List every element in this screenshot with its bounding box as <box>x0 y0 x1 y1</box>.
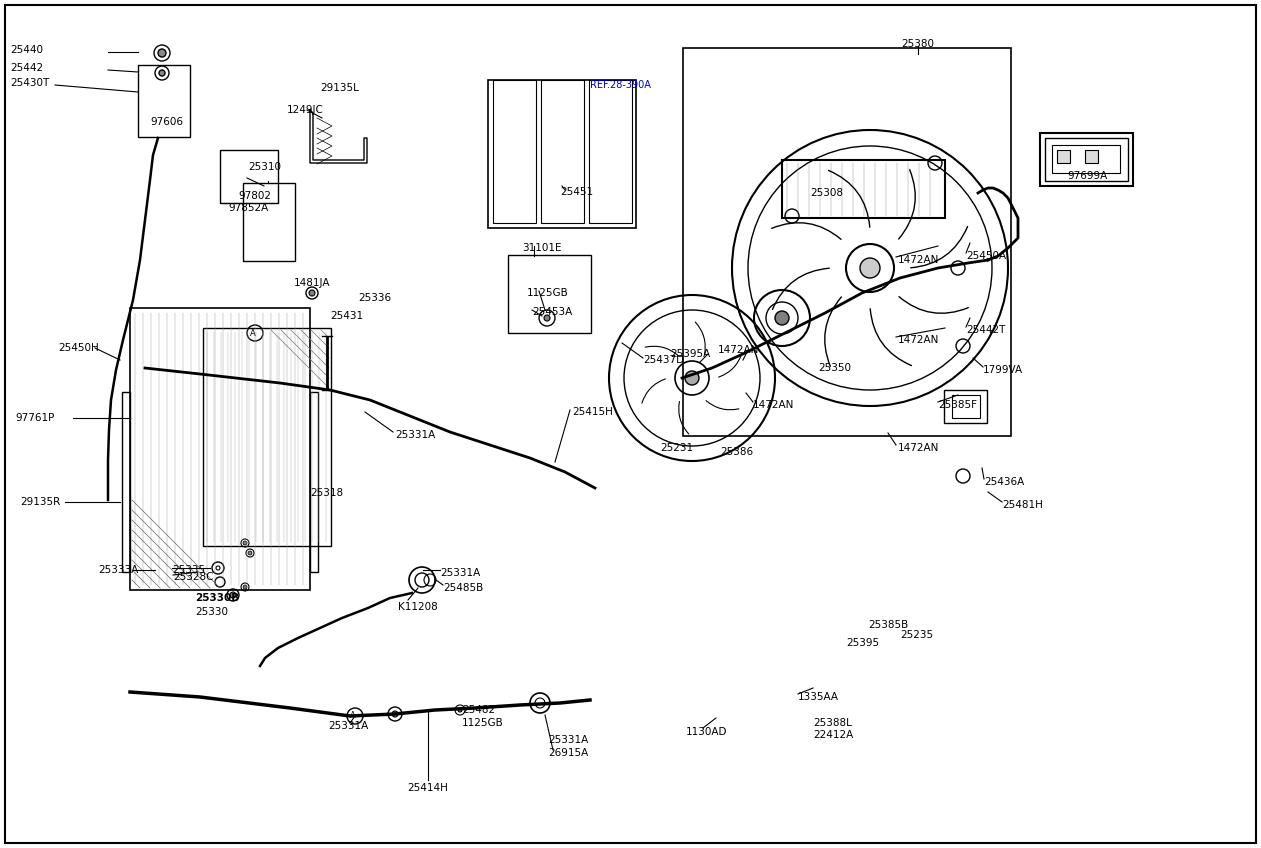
Text: A: A <box>250 328 256 338</box>
Text: 1130AD: 1130AD <box>686 727 728 737</box>
Bar <box>1052 145 1120 173</box>
Circle shape <box>392 711 398 717</box>
Bar <box>508 255 591 333</box>
Text: 25395: 25395 <box>846 638 879 648</box>
Bar <box>589 80 632 223</box>
Text: 25331A: 25331A <box>549 735 588 745</box>
Text: 25431: 25431 <box>330 311 363 321</box>
Text: 25350: 25350 <box>818 363 851 373</box>
Bar <box>137 65 190 137</box>
Text: 1335AA: 1335AA <box>798 692 839 702</box>
Text: 1799VA: 1799VA <box>984 365 1023 375</box>
Text: 25310: 25310 <box>248 162 281 172</box>
Text: 25437D: 25437D <box>643 355 685 365</box>
Text: 1472AN: 1472AN <box>898 255 939 265</box>
Bar <box>1040 133 1132 186</box>
Bar <box>1057 150 1071 163</box>
Bar <box>952 395 980 418</box>
Text: 1249JC: 1249JC <box>288 105 324 115</box>
Bar <box>130 308 310 590</box>
Text: 25330B: 25330B <box>195 593 240 603</box>
Circle shape <box>309 290 315 296</box>
Text: 1125GB: 1125GB <box>462 718 503 728</box>
Text: 25331A: 25331A <box>395 430 435 440</box>
Circle shape <box>685 371 699 385</box>
Text: 31101E: 31101E <box>522 243 561 253</box>
Circle shape <box>243 585 247 589</box>
Text: 25450A: 25450A <box>966 251 1006 261</box>
Text: 25453A: 25453A <box>532 307 572 317</box>
Text: 25331A: 25331A <box>328 721 368 731</box>
Circle shape <box>860 258 880 278</box>
Text: 97852A: 97852A <box>228 203 269 213</box>
Circle shape <box>248 551 252 555</box>
Text: 25450H: 25450H <box>58 343 98 353</box>
Text: 25333A: 25333A <box>98 565 139 575</box>
Bar <box>219 150 277 203</box>
Bar <box>488 80 636 228</box>
Text: 1481JA: 1481JA <box>294 278 330 288</box>
Text: 25328C: 25328C <box>173 572 213 582</box>
Text: 29135L: 29135L <box>320 83 359 93</box>
Text: 25235: 25235 <box>900 630 933 640</box>
Text: K11208: K11208 <box>398 602 438 612</box>
Bar <box>243 183 295 261</box>
Circle shape <box>230 592 236 598</box>
Text: REF.28-390A: REF.28-390A <box>590 80 651 90</box>
Text: 25442T: 25442T <box>966 325 1005 335</box>
Text: 25388L: 25388L <box>813 718 852 728</box>
Text: 25414H: 25414H <box>407 783 449 793</box>
Bar <box>122 392 130 572</box>
Circle shape <box>543 315 550 321</box>
Text: 22412A: 22412A <box>813 730 854 740</box>
Text: 25336: 25336 <box>358 293 391 303</box>
Text: 97761P: 97761P <box>15 413 54 423</box>
Circle shape <box>159 70 165 76</box>
Text: 25430T: 25430T <box>10 78 49 88</box>
Bar <box>782 160 944 218</box>
Bar <box>203 328 330 546</box>
Text: 1472AN: 1472AN <box>718 345 759 355</box>
Text: 25331A: 25331A <box>440 568 480 578</box>
Text: A: A <box>351 711 356 721</box>
Bar <box>683 48 1011 436</box>
Text: 29135R: 29135R <box>20 497 61 507</box>
Bar <box>541 80 584 223</box>
Text: 25386: 25386 <box>720 447 753 457</box>
Text: 25385B: 25385B <box>868 620 908 630</box>
Bar <box>1045 138 1129 181</box>
Text: 25330: 25330 <box>195 607 228 617</box>
Text: 25481H: 25481H <box>1002 500 1043 510</box>
Text: 25440: 25440 <box>10 45 43 55</box>
Text: 97606: 97606 <box>150 117 183 127</box>
Text: 25231: 25231 <box>660 443 694 453</box>
Text: 25485B: 25485B <box>443 583 483 593</box>
Text: 97802: 97802 <box>238 191 271 201</box>
Text: 25335: 25335 <box>171 565 206 575</box>
Text: 25436A: 25436A <box>984 477 1024 487</box>
Bar <box>493 80 536 223</box>
Bar <box>1084 150 1098 163</box>
Text: 25451: 25451 <box>560 187 593 197</box>
Text: 25385F: 25385F <box>938 400 977 410</box>
Bar <box>310 392 318 572</box>
Circle shape <box>243 541 247 545</box>
Text: 1125GB: 1125GB <box>527 288 569 298</box>
Text: 25395A: 25395A <box>670 349 710 359</box>
Text: 97699A: 97699A <box>1067 171 1107 181</box>
Text: 25380: 25380 <box>902 39 934 49</box>
Text: 1472AN: 1472AN <box>898 335 939 345</box>
Text: 1472AN: 1472AN <box>898 443 939 453</box>
Text: 25318: 25318 <box>310 488 343 498</box>
Circle shape <box>458 708 462 712</box>
Text: 26915A: 26915A <box>549 748 588 758</box>
Bar <box>944 390 987 423</box>
Text: 25415H: 25415H <box>572 407 613 417</box>
Circle shape <box>158 49 166 57</box>
Circle shape <box>776 311 789 325</box>
Text: 25482: 25482 <box>462 705 496 715</box>
Text: 25308: 25308 <box>810 188 844 198</box>
Text: 1472AN: 1472AN <box>753 400 794 410</box>
Text: 25442: 25442 <box>10 63 43 73</box>
